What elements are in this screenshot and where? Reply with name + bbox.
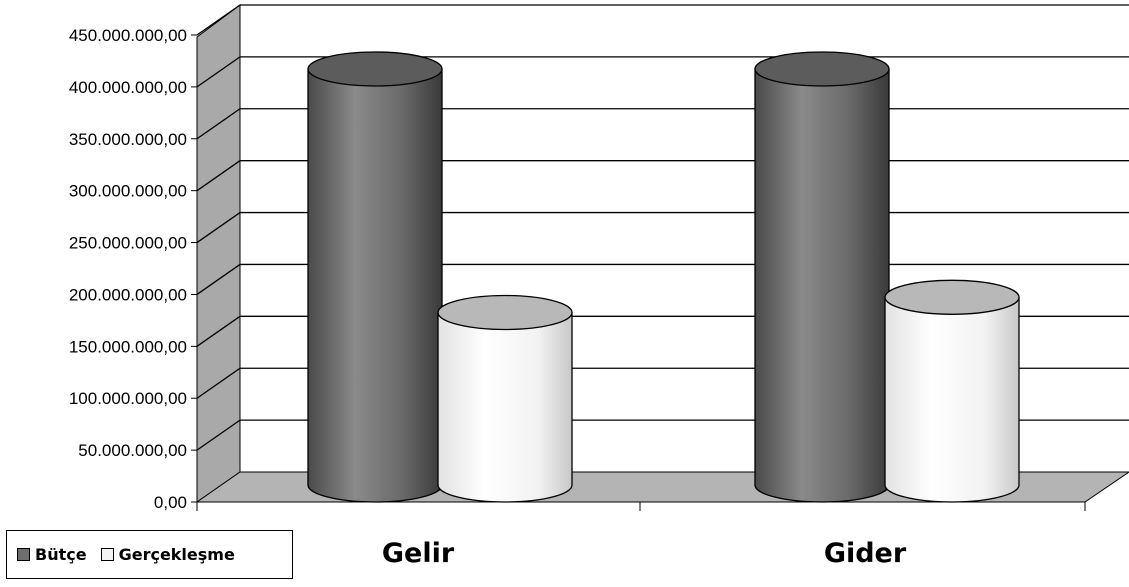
y-tick-label: 0,00 <box>154 493 187 512</box>
cylinder-top <box>754 51 890 87</box>
legend-item: Bütçe <box>17 545 87 564</box>
legend: Bütçe Gerçekleşme <box>6 530 293 579</box>
gridline-side <box>196 367 241 399</box>
y-tick-label: 300.000.000,00 <box>69 182 187 201</box>
y-tick-label: 400.000.000,00 <box>69 78 187 97</box>
gridline-side <box>196 108 241 140</box>
cylinder-top <box>884 279 1020 315</box>
legend-label: Gerçekleşme <box>118 545 235 564</box>
gridline-side <box>196 212 241 244</box>
gridline-side <box>196 419 241 451</box>
side-wall <box>196 4 241 503</box>
x-category-label: Gider <box>824 538 907 569</box>
bar-gelir-gerceklesme <box>437 294 573 503</box>
bar-gider-gerceklesme <box>884 279 1020 503</box>
gridline-side <box>196 263 241 295</box>
bar-gider-butce <box>754 51 890 503</box>
y-tick-label: 350.000.000,00 <box>69 130 187 149</box>
cylinder-body <box>437 311 573 503</box>
cylinder-top <box>307 51 443 87</box>
cylinder-body <box>884 296 1020 503</box>
cylinder-body <box>754 68 890 503</box>
bars <box>307 51 1020 503</box>
x-axis-categories: Gelir Gider <box>382 538 907 569</box>
y-tick-label: 450.000.000,00 <box>69 26 187 45</box>
gridline-side <box>196 56 241 88</box>
y-tick-label: 250.000.000,00 <box>69 234 187 253</box>
y-tick-label: 100.000.000,00 <box>69 389 187 408</box>
legend-swatch <box>100 548 114 561</box>
y-tick-label: 200.000.000,00 <box>69 285 187 304</box>
legend-item: Gerçekleşme <box>100 545 235 564</box>
y-tick-label: 50.000.000,00 <box>78 441 187 460</box>
legend-swatch <box>17 548 30 561</box>
legend-label: Bütçe <box>35 545 87 564</box>
y-axis-ticks: 0,00 50.000.000,00 100.000.000,00 150.000.0… <box>69 26 1086 512</box>
y-tick-label: 150.000.000,00 <box>69 337 187 356</box>
gridline-side <box>196 160 241 192</box>
cylinder-body <box>307 68 443 503</box>
gridline-side <box>196 4 241 36</box>
x-category-label: Gelir <box>382 538 455 569</box>
bar-gelir-butce <box>307 51 443 503</box>
cylinder-top <box>437 294 573 331</box>
gridline-side <box>196 315 241 347</box>
